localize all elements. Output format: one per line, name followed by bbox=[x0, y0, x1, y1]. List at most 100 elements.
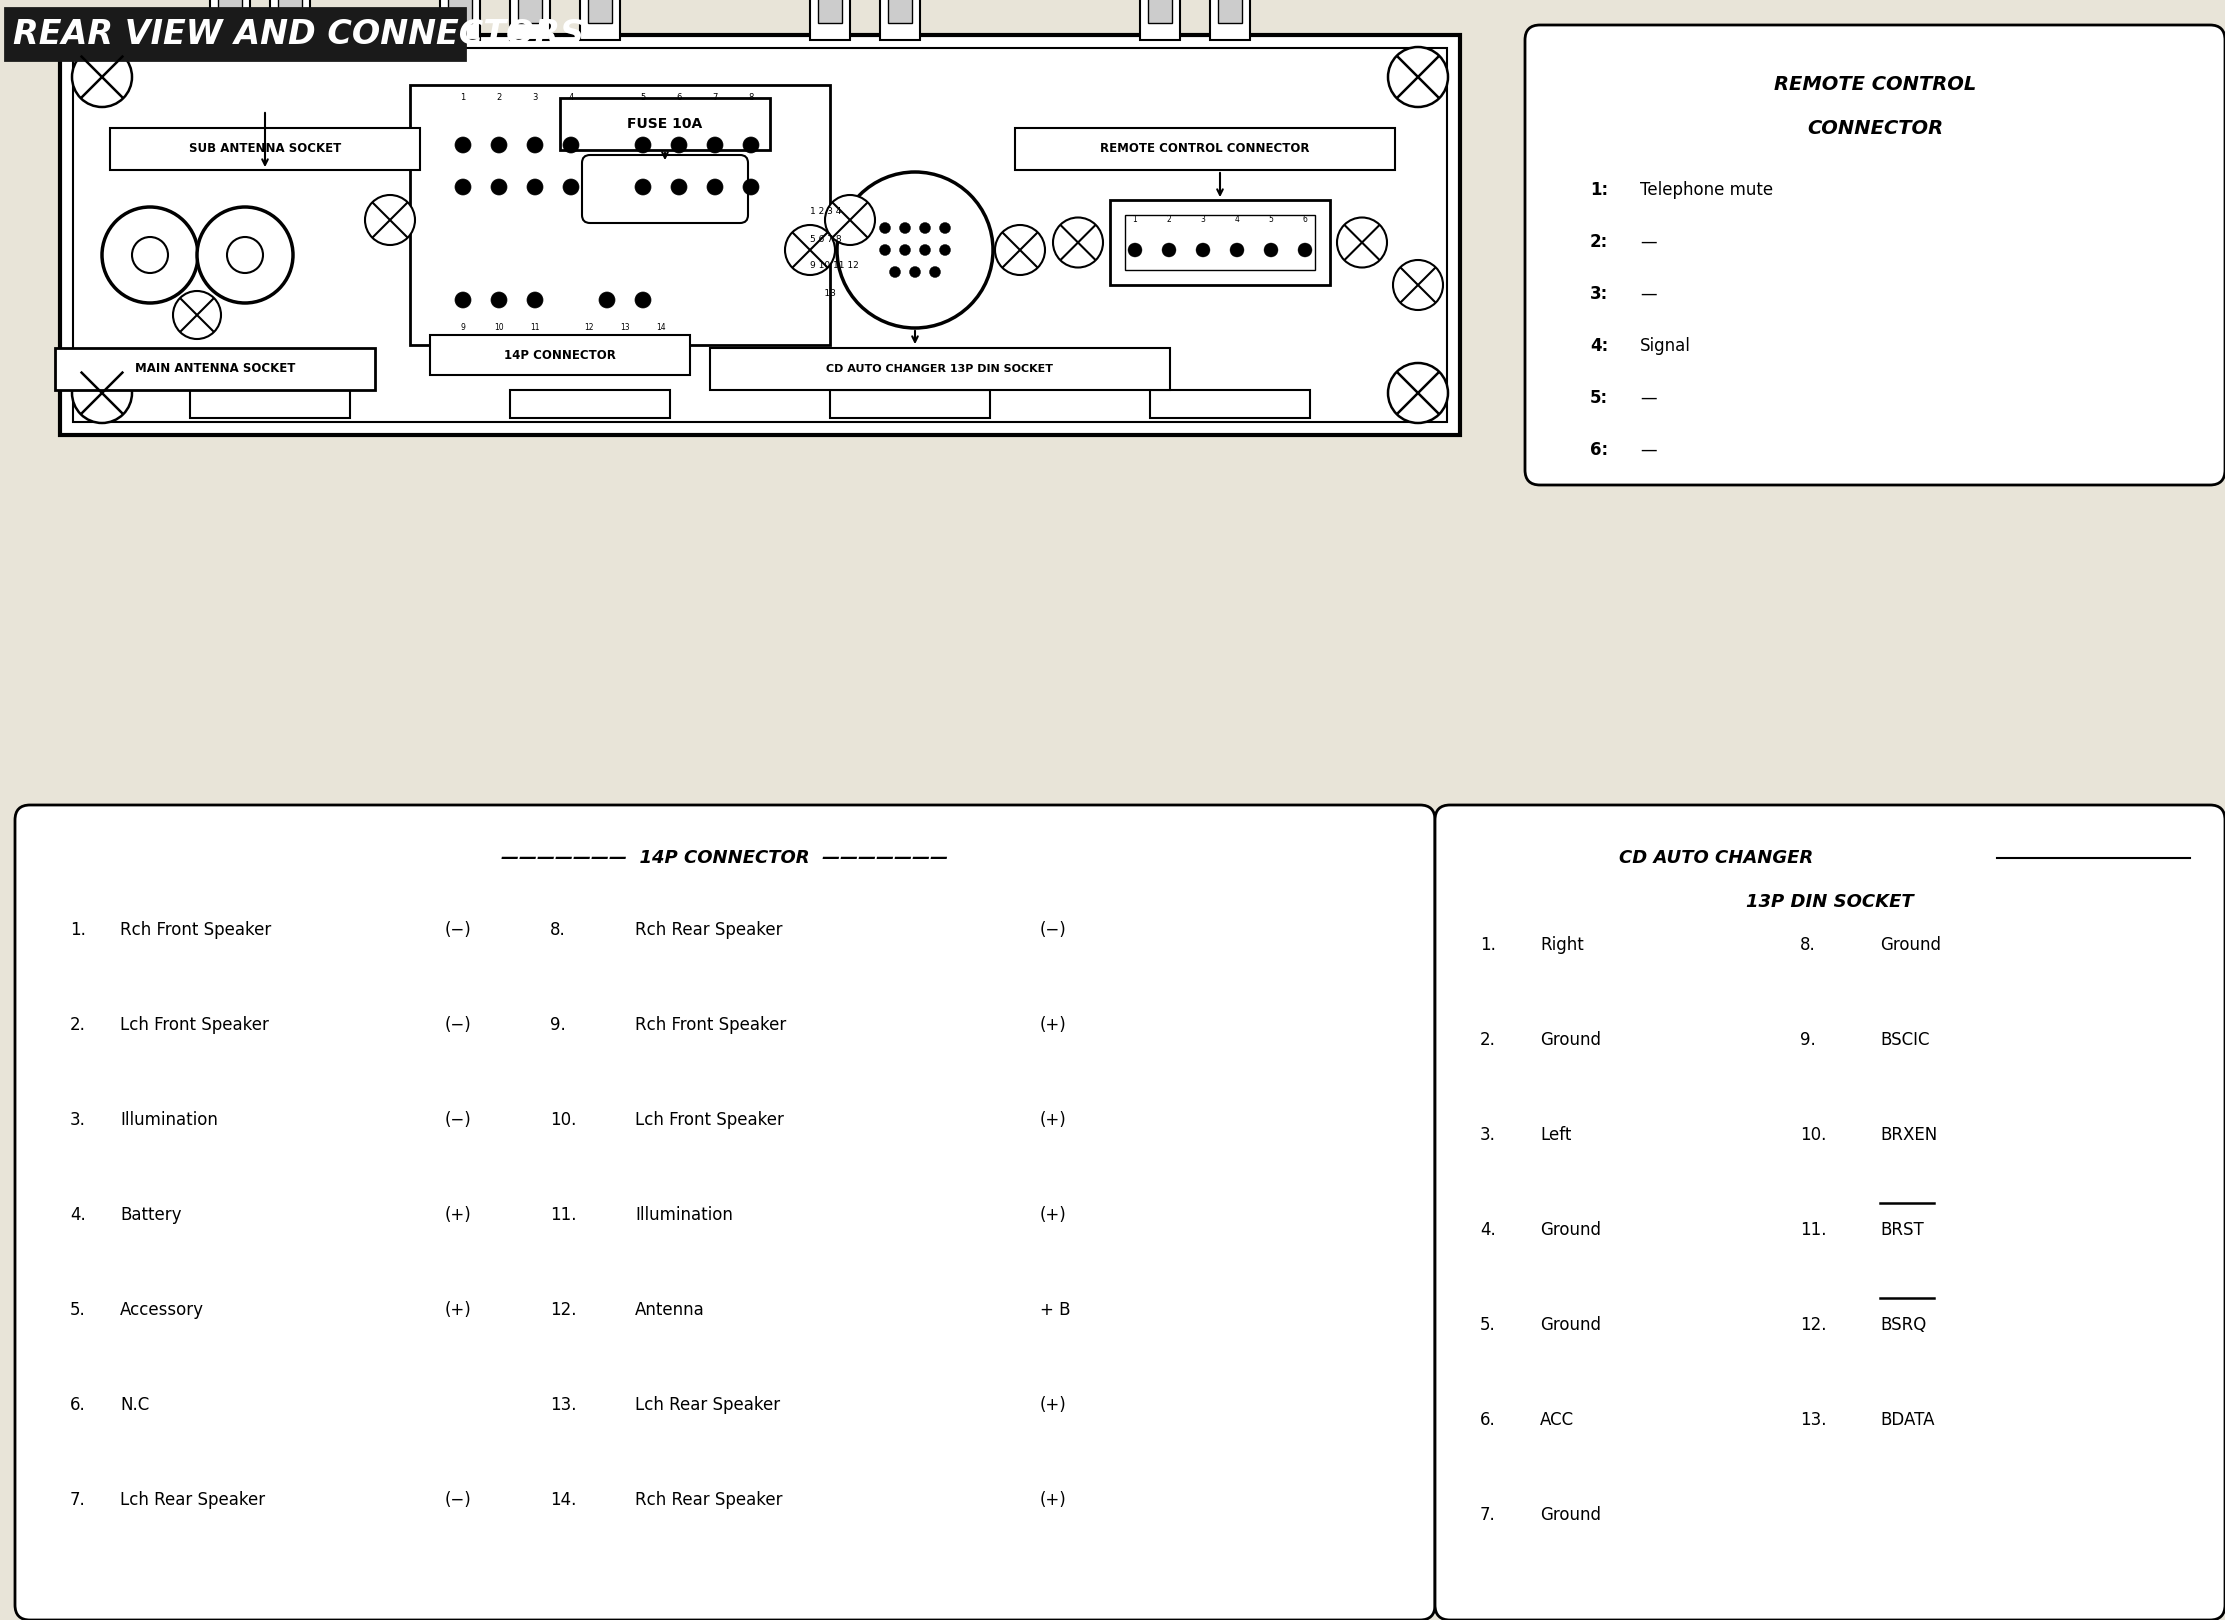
Circle shape bbox=[492, 292, 507, 308]
Text: —: — bbox=[1640, 389, 1658, 407]
Text: 2: 2 bbox=[1166, 215, 1170, 225]
Circle shape bbox=[939, 245, 950, 256]
Text: Illumination: Illumination bbox=[120, 1111, 218, 1129]
Circle shape bbox=[1052, 217, 1104, 267]
Text: 4:: 4: bbox=[1591, 337, 1609, 355]
Text: (−): (−) bbox=[445, 922, 472, 940]
Text: 1: 1 bbox=[1133, 215, 1137, 225]
Text: 11: 11 bbox=[530, 322, 541, 332]
Text: 14P CONNECTOR: 14P CONNECTOR bbox=[505, 348, 616, 361]
Text: REMOTE CONTROL: REMOTE CONTROL bbox=[1773, 76, 1976, 94]
Circle shape bbox=[1128, 243, 1141, 258]
Text: 1 2 3 4: 1 2 3 4 bbox=[810, 207, 841, 217]
Text: 2:: 2: bbox=[1591, 233, 1609, 251]
Bar bbox=[409, 84, 830, 345]
Text: Lch Rear Speaker: Lch Rear Speaker bbox=[634, 1396, 781, 1414]
Text: (+): (+) bbox=[1039, 1490, 1066, 1508]
Circle shape bbox=[743, 138, 759, 152]
Text: 13.: 13. bbox=[550, 1396, 576, 1414]
Circle shape bbox=[492, 138, 507, 152]
Bar bbox=[1217, 0, 1242, 23]
Text: BDATA: BDATA bbox=[1880, 1411, 1934, 1429]
Circle shape bbox=[708, 138, 723, 152]
Circle shape bbox=[899, 245, 910, 256]
Circle shape bbox=[1388, 47, 1448, 107]
Bar bbox=[1150, 390, 1311, 418]
Text: 3.: 3. bbox=[69, 1111, 87, 1129]
Bar bbox=[269, 0, 309, 40]
Text: 10.: 10. bbox=[550, 1111, 576, 1129]
Bar bbox=[278, 0, 303, 23]
Text: 4: 4 bbox=[567, 92, 574, 102]
Text: 2.: 2. bbox=[69, 1016, 87, 1034]
Circle shape bbox=[1197, 243, 1210, 258]
Text: BSCIC: BSCIC bbox=[1880, 1030, 1929, 1050]
Bar bbox=[441, 0, 481, 40]
Text: CD AUTO CHANGER: CD AUTO CHANGER bbox=[1620, 849, 1813, 867]
Text: ACC: ACC bbox=[1540, 1411, 1573, 1429]
Circle shape bbox=[890, 267, 901, 277]
Text: —: — bbox=[1640, 285, 1658, 303]
Text: BRXEN: BRXEN bbox=[1880, 1126, 1938, 1144]
Text: 14: 14 bbox=[656, 322, 665, 332]
Bar bbox=[819, 0, 841, 23]
Text: ———————  14P CONNECTOR  ———————: ——————— 14P CONNECTOR ——————— bbox=[501, 849, 948, 867]
Text: 13.: 13. bbox=[1800, 1411, 1827, 1429]
Bar bbox=[1015, 128, 1395, 170]
FancyBboxPatch shape bbox=[583, 156, 748, 224]
Circle shape bbox=[365, 194, 416, 245]
Text: FUSE 10A: FUSE 10A bbox=[627, 117, 703, 131]
Bar bbox=[810, 0, 850, 40]
Circle shape bbox=[1337, 217, 1386, 267]
Text: (−): (−) bbox=[445, 1490, 472, 1508]
Circle shape bbox=[71, 47, 131, 107]
Text: 5:: 5: bbox=[1591, 389, 1609, 407]
Text: BSRQ: BSRQ bbox=[1880, 1315, 1927, 1333]
Circle shape bbox=[102, 207, 198, 303]
Bar bbox=[561, 97, 770, 151]
Text: Battery: Battery bbox=[120, 1205, 182, 1225]
Text: —: — bbox=[1640, 441, 1658, 458]
Text: Signal: Signal bbox=[1640, 337, 1691, 355]
Text: (−): (−) bbox=[1039, 922, 1066, 940]
Circle shape bbox=[563, 138, 578, 152]
Text: Illumination: Illumination bbox=[634, 1205, 732, 1225]
Circle shape bbox=[1264, 243, 1277, 258]
Bar bbox=[587, 0, 612, 23]
Text: (−): (−) bbox=[445, 1111, 472, 1129]
Circle shape bbox=[930, 267, 941, 277]
Bar bbox=[710, 348, 1170, 390]
Circle shape bbox=[672, 178, 688, 194]
Text: 6: 6 bbox=[1302, 215, 1308, 225]
Circle shape bbox=[879, 222, 890, 233]
Bar bbox=[189, 390, 349, 418]
Text: 1.: 1. bbox=[69, 922, 87, 940]
Bar bbox=[518, 0, 543, 23]
FancyBboxPatch shape bbox=[1524, 24, 2225, 484]
Text: 13: 13 bbox=[810, 288, 837, 298]
Text: 9 10 11 12: 9 10 11 12 bbox=[810, 261, 859, 271]
Text: 11.: 11. bbox=[550, 1205, 576, 1225]
Text: Ground: Ground bbox=[1540, 1315, 1602, 1333]
Bar bbox=[60, 36, 1460, 436]
Text: (+): (+) bbox=[445, 1301, 472, 1319]
Text: 3: 3 bbox=[532, 92, 538, 102]
Text: 8.: 8. bbox=[550, 922, 565, 940]
Circle shape bbox=[1161, 243, 1177, 258]
Text: 6.: 6. bbox=[69, 1396, 87, 1414]
Text: Ground: Ground bbox=[1880, 936, 1940, 954]
Circle shape bbox=[227, 237, 263, 274]
Text: BRST: BRST bbox=[1880, 1221, 1925, 1239]
Text: MAIN ANTENNA SOCKET: MAIN ANTENNA SOCKET bbox=[136, 363, 296, 376]
Bar bbox=[510, 0, 550, 40]
Circle shape bbox=[910, 267, 921, 277]
Circle shape bbox=[1388, 363, 1448, 423]
Text: CONNECTOR: CONNECTOR bbox=[1807, 118, 1942, 138]
Text: (+): (+) bbox=[1039, 1205, 1066, 1225]
Bar bbox=[109, 128, 421, 170]
Text: 12.: 12. bbox=[550, 1301, 576, 1319]
Text: 9.: 9. bbox=[1800, 1030, 1816, 1050]
Text: 11.: 11. bbox=[1800, 1221, 1827, 1239]
Text: Lch Front Speaker: Lch Front Speaker bbox=[634, 1111, 783, 1129]
Circle shape bbox=[527, 292, 543, 308]
